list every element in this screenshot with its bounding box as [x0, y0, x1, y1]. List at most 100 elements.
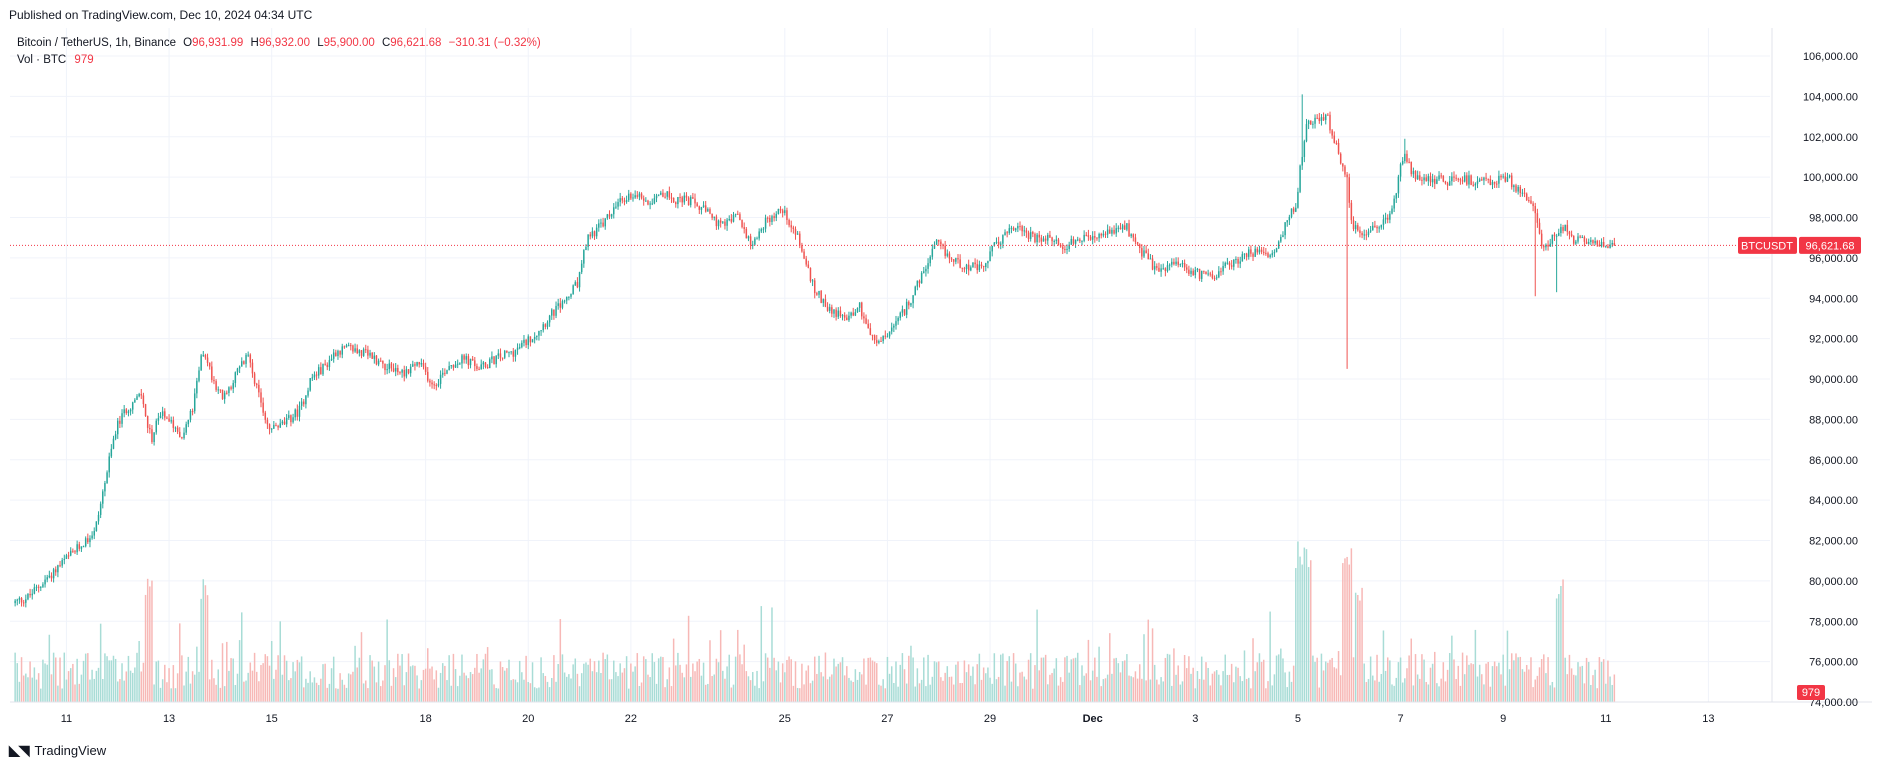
volume-bar — [93, 678, 95, 702]
volume-bar — [1111, 673, 1113, 702]
candle-body — [264, 412, 267, 420]
volume-bar — [253, 652, 256, 702]
volume-bar — [275, 669, 277, 702]
volume-bar — [1372, 675, 1374, 702]
candle-body — [899, 312, 902, 318]
price-axis[interactable]: 106,000.00104,000.00102,000.00100,000.00… — [1803, 51, 1858, 709]
volume-bar — [608, 679, 611, 702]
candle-body — [546, 322, 549, 327]
candle-body — [636, 195, 639, 197]
candle-body — [418, 362, 420, 365]
candle-body — [916, 280, 919, 287]
volume-bar — [1342, 563, 1344, 702]
volume-bar — [1391, 684, 1393, 702]
volume-bar — [820, 672, 822, 702]
candle-body — [1566, 224, 1569, 232]
volume-bar — [159, 687, 162, 702]
volume-bar — [480, 668, 482, 702]
volume-bar — [893, 683, 895, 702]
candle-body — [296, 409, 299, 417]
candle-body — [1590, 240, 1592, 243]
volume-bar — [1468, 664, 1470, 702]
candle-body — [1344, 166, 1346, 175]
volume-bar — [523, 679, 525, 702]
candle-body — [106, 472, 108, 484]
volume-bar — [801, 663, 803, 702]
volume-bar — [756, 670, 758, 702]
volume-bar — [273, 678, 275, 702]
candle-body — [1600, 241, 1603, 247]
volume-bar — [1085, 673, 1088, 702]
candle-body — [37, 586, 40, 588]
volume-bar — [1451, 635, 1453, 702]
time-axis[interactable]: 11 13 15 18 20 22 25 27 29 Dec 3 5 7 9 11 13 — [61, 713, 1715, 725]
x-tick-label: 11 — [1600, 713, 1611, 725]
candle-body — [1241, 254, 1244, 262]
candle-body — [893, 325, 895, 328]
volume-bar — [848, 677, 850, 702]
volume-bar — [1224, 654, 1226, 702]
candle-body — [1143, 250, 1145, 257]
volume-bar — [204, 585, 207, 702]
candle-body — [1427, 176, 1430, 181]
volume-bar — [531, 662, 534, 702]
candle-body — [715, 216, 718, 227]
volume-bar — [918, 683, 921, 702]
volume-bar — [555, 681, 557, 702]
candle-body — [711, 213, 713, 218]
volume-bar — [1491, 666, 1494, 702]
candle-body — [1119, 227, 1122, 230]
candle-body — [439, 374, 442, 384]
candle-body — [219, 389, 222, 391]
candle-body — [989, 251, 991, 262]
candle-body — [226, 392, 228, 394]
volume-bar — [444, 665, 446, 702]
volume-bar — [914, 686, 916, 702]
volume-bar — [151, 580, 153, 702]
candle-body — [1173, 261, 1175, 265]
volume-bar — [1523, 671, 1526, 702]
volume-bar — [1141, 678, 1143, 702]
volume-bar — [568, 674, 570, 702]
volume-bar — [1194, 688, 1197, 702]
candle-body — [1476, 181, 1479, 184]
volume-bar — [482, 659, 485, 702]
x-tick-label: 25 — [779, 713, 791, 725]
candle-body — [420, 362, 423, 365]
volume-bar — [208, 679, 211, 702]
symbol-title[interactable]: Bitcoin / TetherUS, 1h, Binance — [17, 37, 176, 49]
volume-bar — [888, 673, 891, 702]
candle-body — [208, 362, 211, 367]
volume-bar — [268, 665, 271, 702]
volume-bar — [1412, 685, 1415, 702]
candle-body — [570, 294, 572, 297]
volume-bar — [1314, 661, 1316, 702]
candle-body — [14, 600, 16, 604]
candle-body — [273, 424, 275, 429]
volume-bar — [72, 663, 74, 702]
candle-body — [1455, 177, 1457, 179]
volume-bar — [1198, 678, 1201, 702]
volume-bar — [373, 666, 376, 702]
price-chart[interactable]: 106,000.00104,000.00102,000.00100,000.00… — [0, 0, 1882, 740]
volume-label[interactable]: Vol · BTC — [17, 54, 67, 66]
tradingview-brand[interactable]: ◣◥ TradingView — [9, 742, 106, 759]
volume-bar — [559, 619, 562, 702]
candle-body — [818, 290, 820, 295]
volume-bar — [360, 632, 363, 702]
candle-body — [35, 586, 38, 588]
volume-bar — [965, 672, 968, 702]
volume-bar — [157, 660, 160, 702]
volume-bar — [846, 666, 848, 702]
volume-bar — [647, 674, 649, 702]
volume-bar — [1344, 558, 1346, 702]
x-tick-label: 5 — [1295, 713, 1301, 725]
volume-bar — [1538, 667, 1541, 702]
candle-body — [82, 546, 85, 548]
candle-body — [326, 364, 329, 368]
candle-body — [211, 366, 213, 380]
candle-body — [74, 551, 76, 553]
volume-bar — [1053, 668, 1055, 702]
volume-bar — [1444, 681, 1447, 702]
candle-body — [779, 208, 782, 211]
